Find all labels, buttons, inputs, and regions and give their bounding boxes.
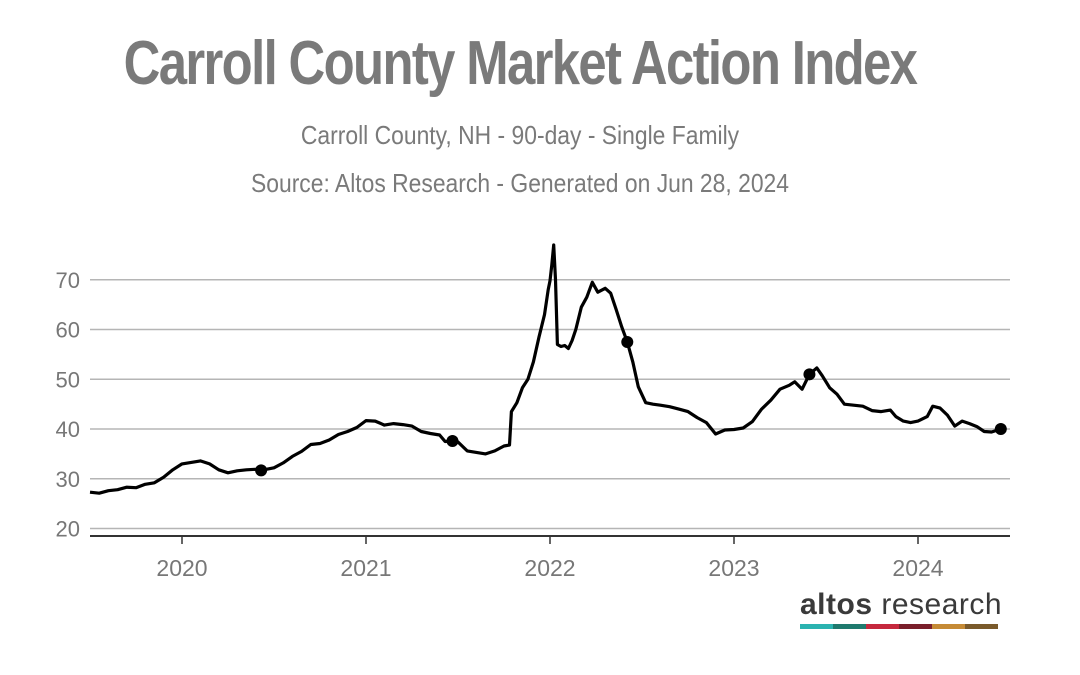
data-point-marker — [994, 423, 1007, 436]
y-tick-label: 20 — [56, 517, 80, 542]
brand-name-part1: altos — [800, 588, 873, 621]
x-tick-label: 2022 — [524, 555, 575, 581]
series-lines — [89, 243, 1002, 495]
brand-color-stripe — [800, 624, 998, 629]
chart-title: Carroll County Market Action Index — [123, 29, 918, 98]
x-tick-label: 2021 — [340, 555, 391, 581]
gridlines — [90, 279, 1010, 537]
y-tick-label: 30 — [56, 467, 80, 492]
brand-name-part2: research — [872, 588, 1003, 621]
x-tick-label: 2024 — [892, 555, 943, 581]
line-chart: 20 30 40 50 60 70 2020 2021 2022 2023 2024 — [56, 243, 1010, 581]
brand-stripe-segment — [899, 624, 932, 629]
y-tick-label: 70 — [56, 268, 80, 293]
brand-stripe-segment — [932, 624, 965, 629]
brand-stripe-segment — [800, 624, 833, 629]
brand-stripe-segment — [866, 624, 899, 629]
brand-stripe-segment — [833, 624, 866, 629]
x-tick-label: 2023 — [708, 555, 759, 581]
data-point-marker — [446, 434, 459, 447]
data-point-marker — [803, 368, 816, 381]
y-tick-label: 60 — [56, 318, 80, 343]
y-axis-ticks: 20 30 40 50 60 70 — [56, 268, 80, 542]
x-axis-ticks: 2020 2021 2022 2023 2024 — [156, 536, 944, 581]
chart-source: Source: Altos Research - Generated on Ju… — [250, 168, 790, 198]
data-point-marker — [621, 335, 634, 348]
altos-research-logo: altos research — [800, 588, 1003, 629]
chart-subtitle: Carroll County, NH - 90-day - Single Fam… — [300, 120, 740, 150]
y-tick-label: 50 — [56, 367, 80, 392]
x-tick-label: 2020 — [156, 555, 207, 581]
series-line — [89, 243, 1002, 495]
brand-stripe-segment — [965, 624, 998, 629]
y-tick-label: 40 — [56, 417, 80, 442]
brand-wordmark: altos research — [800, 588, 1003, 622]
series-markers — [255, 335, 1007, 477]
data-point-marker — [255, 464, 268, 477]
